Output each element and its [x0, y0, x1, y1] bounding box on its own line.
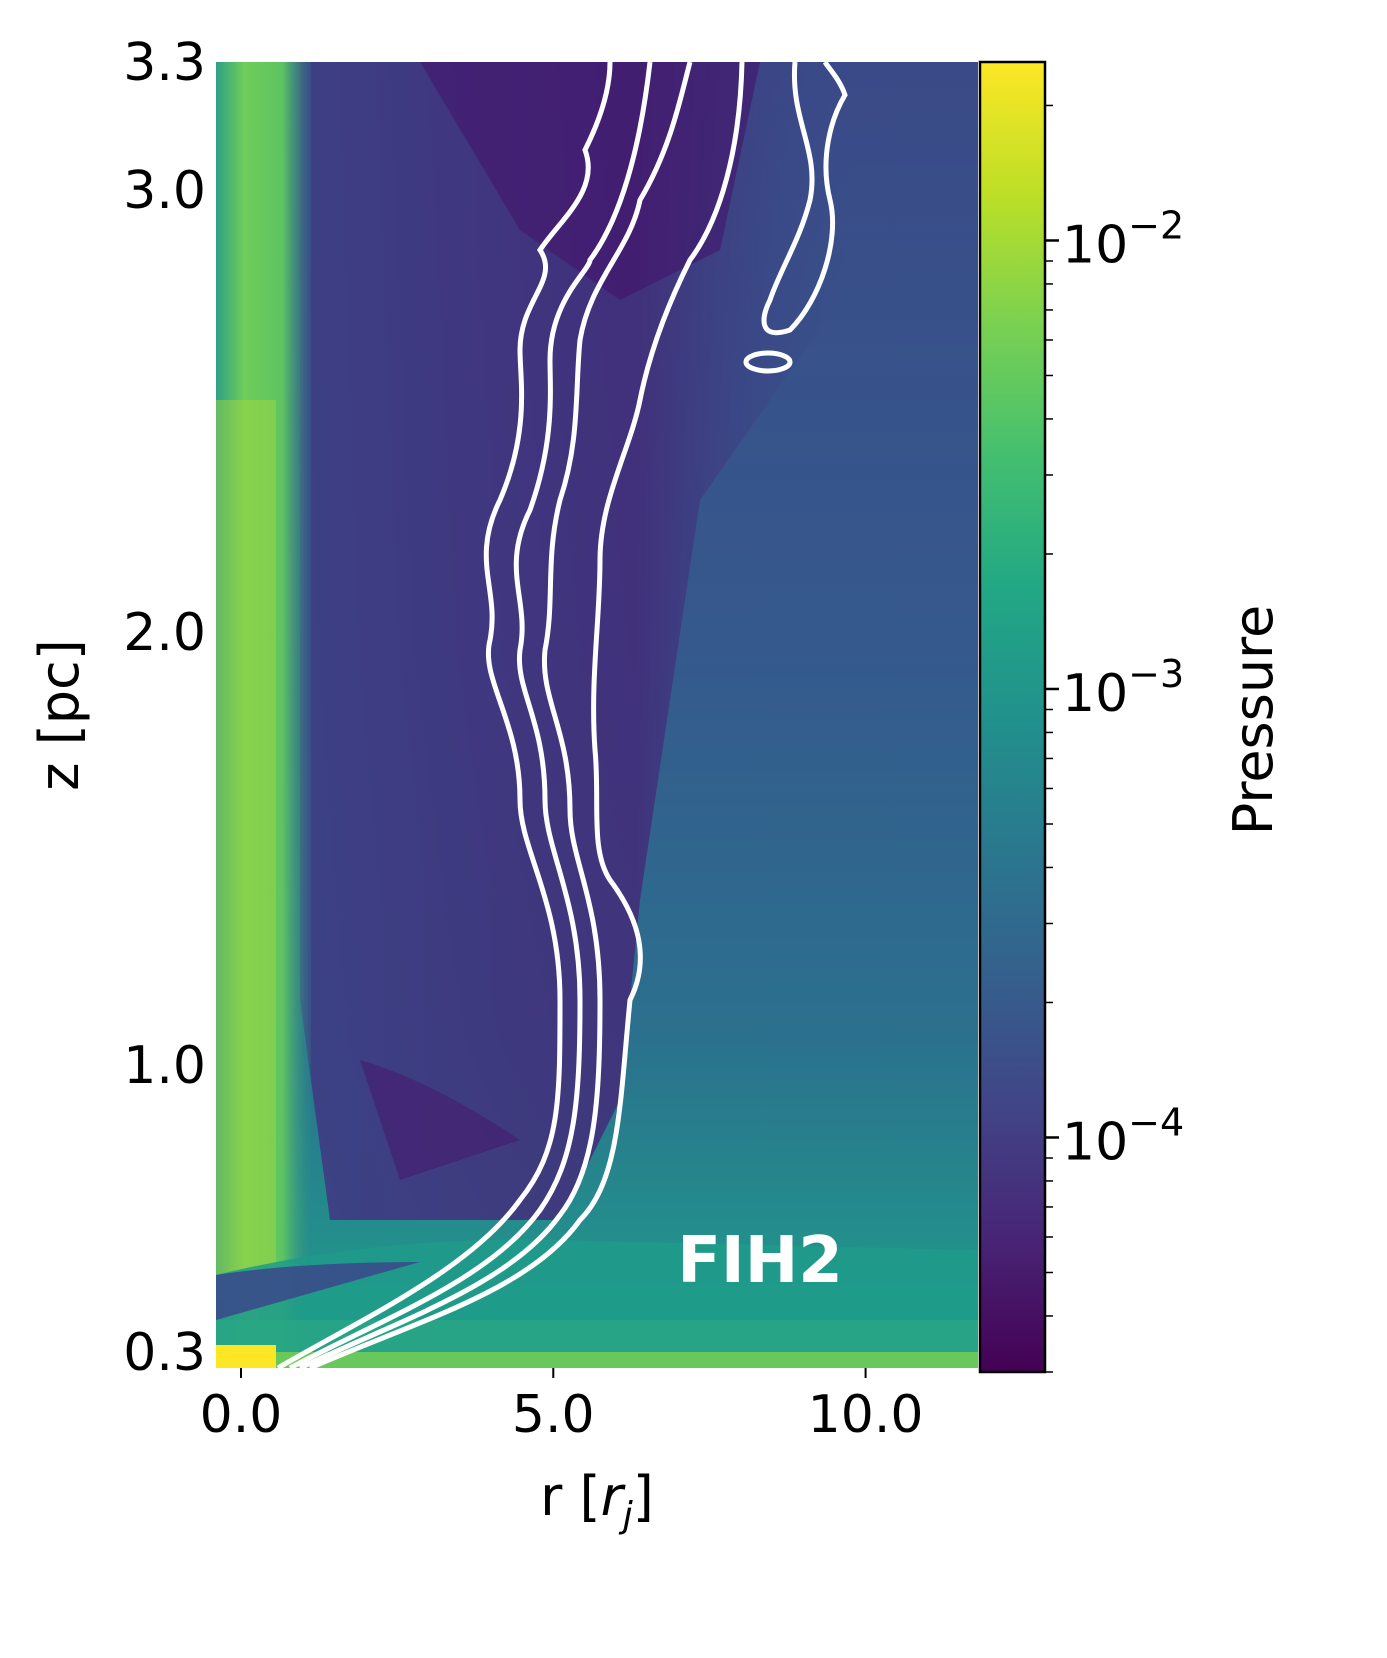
colorbar-tick-label: 10−4: [1062, 1100, 1184, 1172]
y-tick-label: 1.0: [123, 1036, 206, 1096]
y-tick-label: 0.3: [123, 1323, 206, 1383]
colorbar-tick-label: 10−3: [1062, 652, 1184, 724]
contour-line: [288, 62, 653, 1368]
contour-line: [761, 62, 848, 336]
colorbar-label: Pressure: [1222, 605, 1285, 836]
colorbar-gradient: [978, 60, 1047, 1374]
colorbar-ticks: 10−4 10−3 10−2: [1045, 104, 1184, 1373]
y-axis-label: z [pc]: [28, 639, 91, 791]
run-label: FIH2: [677, 1224, 843, 1298]
contour-lines: [276, 62, 848, 1368]
y-axis: 0.3 1.0 2.0 3.0 3.3: [123, 33, 206, 1383]
x-tick-label: 10.0: [808, 1385, 924, 1445]
y-tick-label: 3.3: [123, 33, 206, 93]
x-axis-label: r [rj]: [540, 1465, 654, 1536]
colorbar-tick-label: 10−2: [1062, 203, 1184, 275]
contour-line: [309, 62, 745, 1368]
contour-line: [298, 62, 693, 1368]
y-tick-label: 3.0: [123, 161, 206, 221]
y-tick-label: 2.0: [123, 603, 206, 663]
contour-line: [276, 62, 613, 1368]
pressure-heatmap: [216, 62, 978, 1368]
x-axis: 0.0 5.0 10.0: [200, 1368, 924, 1445]
contour-line: [743, 350, 793, 374]
x-tick-label: 5.0: [512, 1385, 595, 1445]
colorbar: 10−4 10−3 10−2 Pressure: [978, 60, 1285, 1374]
x-tick-label: 0.0: [200, 1385, 283, 1445]
